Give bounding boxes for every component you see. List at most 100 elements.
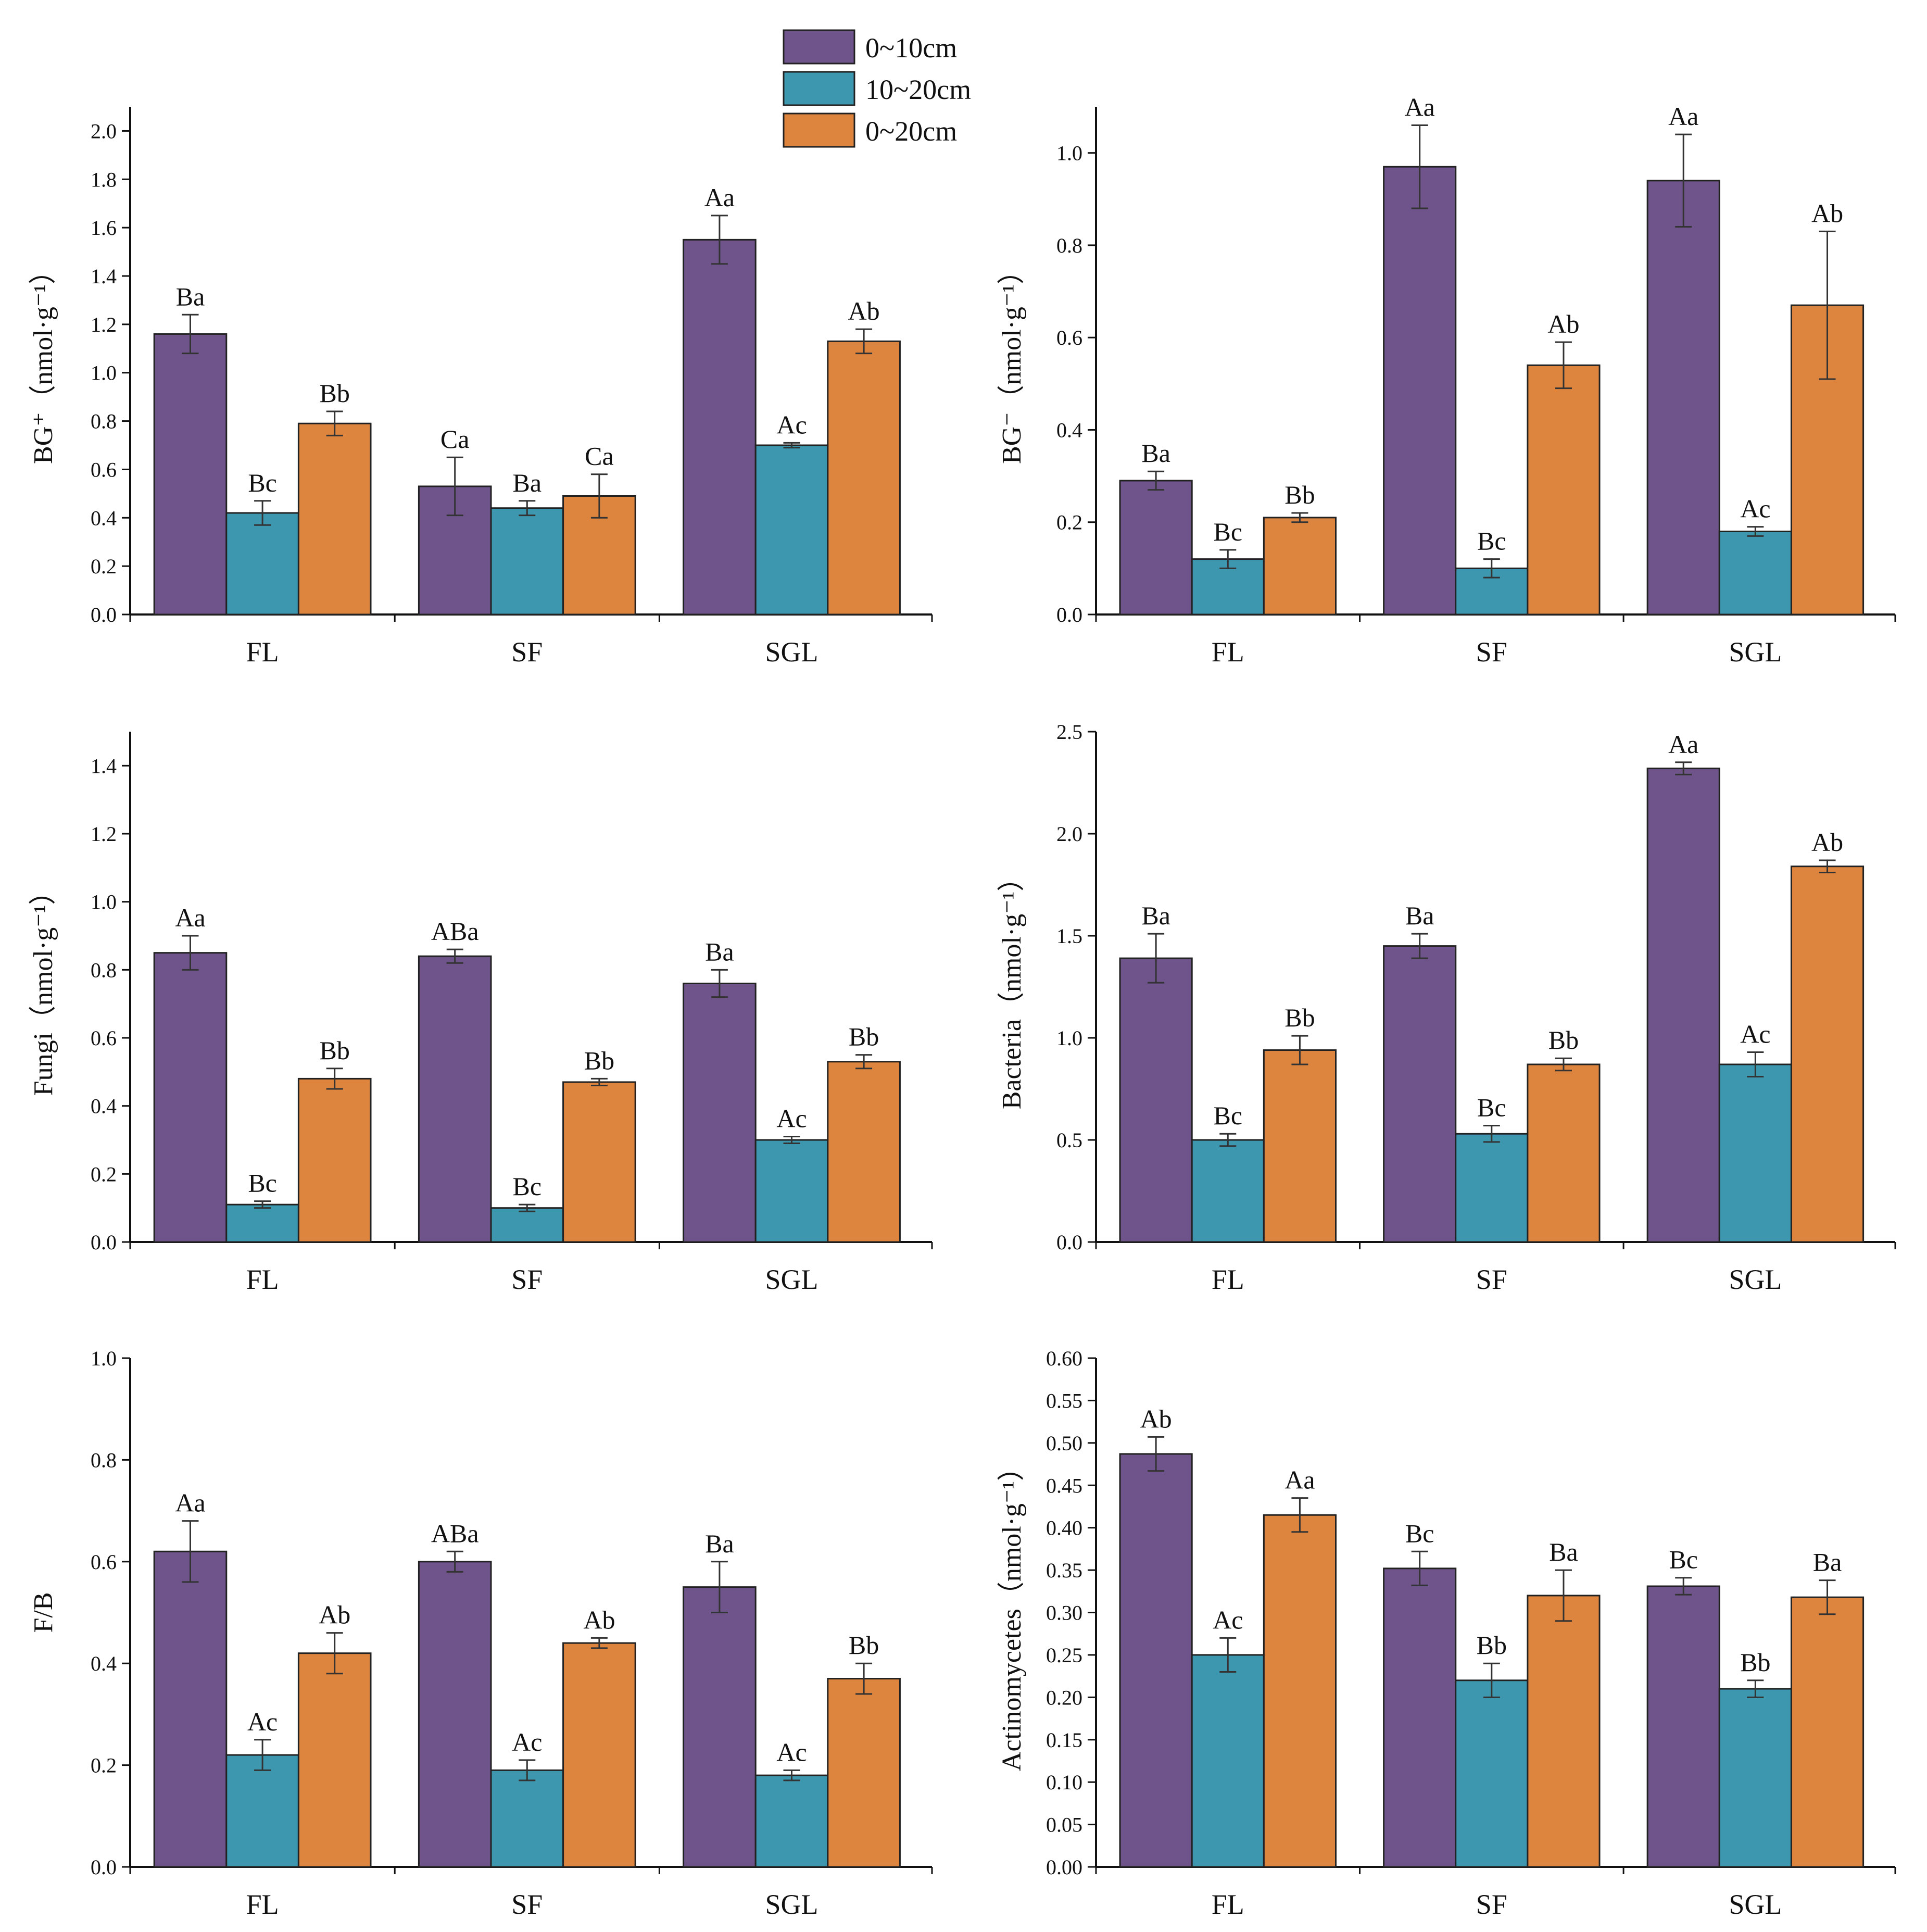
significance-label: Ac [1213,1605,1243,1634]
significance-label: Bc [248,1169,277,1198]
bar-sgl-series-2 [827,340,901,616]
significance-label: Aa [1668,730,1698,759]
y-tick-label: 0.2 [91,1162,117,1186]
bar-fl-series-2 [1263,517,1337,616]
significance-label: Ba [1549,1537,1578,1566]
chart-bg-minus: 0.0 0.2 0.4 0.6 0.8 1.0 FL SF SGL BG⁻（nmol·g⁻¹） Ba… [997,92,1896,668]
bar-fl-series-0 [1119,480,1193,616]
category-label-fl: FL [246,636,279,668]
category-label-sgl: SGL [1729,636,1782,668]
significance-label: Bb [1740,1648,1770,1677]
y-tick-label: 0.35 [1046,1559,1082,1582]
bar-sgl-series-1 [754,444,829,616]
y-axis-label: BG⁺（nmol·g⁻¹） [29,257,58,464]
significance-label: Bc [513,1172,542,1201]
legend-swatch-0-20cm [783,112,855,148]
significance-label: Ba [1405,901,1434,930]
bar-sf-series-2 [562,1642,636,1868]
y-tick-label: 0.0 [1056,603,1082,626]
y-tick-label: 0.6 [91,1026,117,1050]
bar-fl-series-0 [153,333,228,616]
bar-sf-series-1 [490,507,564,616]
y-tick-label: 0.0 [1056,1231,1082,1254]
significance-label: Bb [584,1046,614,1075]
category-label-sgl: SGL [765,1889,818,1920]
category-label-fl: FL [246,1264,279,1295]
y-tick-label: 0.0 [91,603,117,626]
bar-sf-series-1 [1455,1133,1529,1243]
bar-fl-series-0 [153,952,228,1243]
y-tick-label: 0.25 [1046,1644,1082,1667]
y-tick-label: 1.5 [1056,924,1082,948]
y-tick-label: 1.2 [91,822,117,846]
y-tick-label: 2.0 [91,119,117,143]
y-tick-label: 0.0 [91,1855,117,1879]
y-tick-label: 0.6 [91,458,117,481]
category-label-sgl: SGL [765,1264,818,1295]
y-tick-label: 1.0 [91,1347,117,1370]
significance-label: Ba [513,468,542,497]
bar-fl-series-1 [225,1754,299,1868]
bar-sf-series-2 [1527,364,1601,616]
category-label-sf: SF [511,1264,543,1295]
significance-label: Ac [1740,1019,1770,1048]
legend-item-0-10cm: 0~10cm [783,29,957,65]
bar-sgl-series-2 [827,1678,901,1868]
y-tick-label: 0.20 [1046,1686,1082,1709]
significance-label: Aa [1668,102,1698,131]
bar-fl-series-0 [153,1550,228,1868]
bar-sf-series-0 [1383,1567,1457,1868]
y-tick-label: 0.2 [91,555,117,578]
legend-swatch-0-10cm [783,29,855,65]
bar-sf-series-2 [1527,1595,1601,1868]
y-tick-label: 0.8 [91,1448,117,1472]
bar-fl-series-2 [297,422,372,616]
significance-label: Ac [247,1707,278,1736]
chart-bg-plus: 0.0 0.2 0.4 0.6 0.8 1.0 1.2 1.4 1.6 1.8 2.0 FL SF SGL… [29,107,933,668]
significance-label: Bc [1214,517,1243,546]
legend-item-10-20cm: 10~20cm [783,71,971,106]
chart-fungi: 0.0 0.2 0.4 0.6 0.8 1.0 1.2 1.4 FL SF SGL Fungi（nmo… [29,732,933,1295]
bar-sgl-series-0 [683,239,757,616]
significance-label: Bc [1405,1519,1434,1548]
significance-label: Ab [1811,827,1843,857]
bar-sf-series-1 [1455,1679,1529,1868]
significance-label: Aa [1284,1465,1315,1495]
significance-label: Aa [175,903,205,932]
bar-sgl-series-1 [754,1774,829,1868]
category-label-sf: SF [511,636,543,668]
chart-bacteria: 0.0 0.5 1.0 1.5 2.0 2.5 FL SF SGL Bacteria（nmol·g… [997,720,1896,1295]
significance-label: ABa [431,917,479,946]
significance-label: Bb [1477,1630,1507,1660]
y-tick-label: 2.0 [1056,822,1082,846]
y-tick-label: 0.8 [1056,234,1082,257]
legend: 0~10cm 10~20cm 0~20cm [783,29,971,148]
y-tick-label: 0.4 [91,1652,117,1675]
significance-label: ABa [431,1519,479,1548]
significance-label: Ba [1813,1548,1842,1577]
legend-item-0-20cm: 0~20cm [783,112,957,148]
significance-label: Ba [705,937,734,966]
category-label-sf: SF [1476,1889,1507,1920]
y-tick-label: 1.2 [91,313,117,336]
y-axis-label: Bacteria（nmol·g⁻¹） [997,864,1027,1109]
category-label-sgl: SGL [765,636,818,668]
bar-fl-series-2 [297,1652,372,1868]
y-tick-label: 0.8 [91,410,117,433]
y-tick-label: 0.0 [91,1231,117,1254]
chart-actinomycetes: 0.00 0.05 0.10 0.15 0.20 0.25 0.30 0.35 0.40 0.45… [997,1347,1896,1920]
significance-label: Ac [1740,494,1770,523]
significance-label: Aa [1405,92,1435,121]
bar-sgl-series-0 [683,982,757,1243]
bar-fl-series-0 [1119,957,1193,1243]
y-tick-label: 1.0 [91,361,117,385]
y-tick-label: 1.4 [91,265,117,288]
y-axis-label: Fungi（nmol·g⁻¹） [29,878,58,1096]
y-tick-label: 0.10 [1046,1771,1082,1794]
bar-sgl-series-2 [1790,1596,1865,1868]
significance-label: Ab [1547,309,1579,338]
significance-label: Bc [1669,1545,1698,1574]
bar-fl-series-0 [1119,1453,1193,1868]
category-label-fl: FL [1212,1264,1244,1295]
